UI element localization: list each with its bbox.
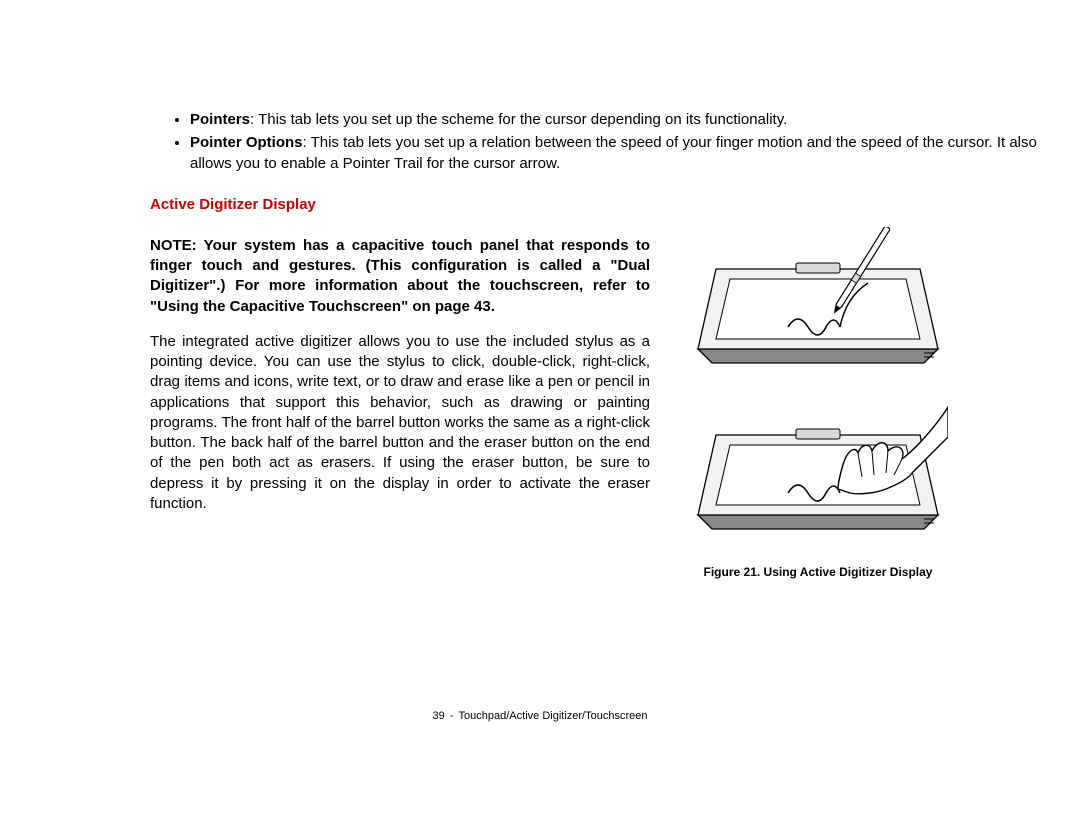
bullet-lead: Pointers (190, 111, 250, 128)
body-paragraph: The integrated active digitizer allows y… (150, 332, 650, 514)
tablet-finger-illustration (688, 393, 948, 543)
bullet-text: : This tab lets you set up the scheme fo… (250, 111, 787, 128)
footer-page-number: 39 (433, 710, 445, 722)
bullet-item: Pointers: This tab lets you set up the s… (190, 110, 1040, 130)
hand-icon (838, 407, 948, 494)
footer-section: Touchpad/Active Digitizer/Touchscreen (459, 710, 648, 722)
bullet-lead: Pointer Options (190, 134, 303, 151)
bullet-text: : This tab lets you set up a relation be… (190, 134, 1037, 171)
footer-dash: - (445, 710, 459, 722)
figure-caption: Figure 21. Using Active Digitizer Displa… (704, 565, 933, 579)
bullet-list: Pointers: This tab lets you set up the s… (150, 110, 1040, 174)
section-heading: Active Digitizer Display (150, 196, 1040, 213)
figure-column: Figure 21. Using Active Digitizer Displa… (678, 221, 958, 579)
bullet-item: Pointer Options: This tab lets you set u… (190, 133, 1040, 174)
tablet-stylus-illustration (688, 227, 948, 377)
note-block: NOTE: Your system has a capacitive touch… (150, 236, 650, 317)
text-column: NOTE: Your system has a capacitive touch… (150, 221, 650, 579)
document-page: Pointers: This tab lets you set up the s… (0, 0, 1080, 579)
two-column-layout: NOTE: Your system has a capacitive touch… (150, 221, 1040, 579)
page-footer: 39 - Touchpad/Active Digitizer/Touchscre… (0, 710, 1080, 722)
